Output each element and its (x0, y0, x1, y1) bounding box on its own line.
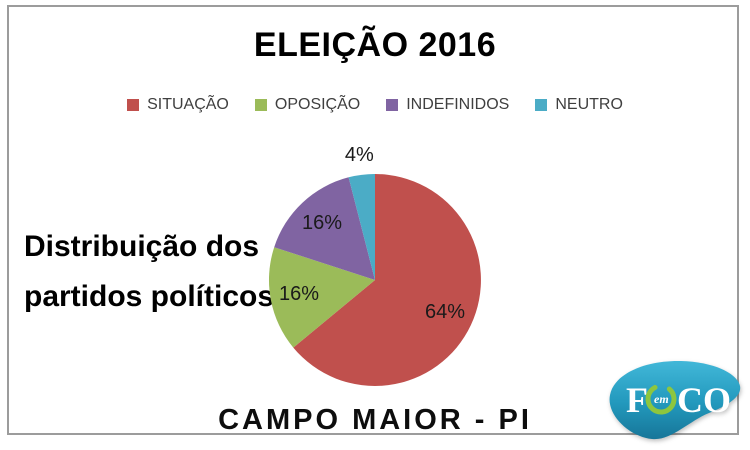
logo-letters-co: CO (677, 380, 731, 420)
pie-slice-neutro (348, 173, 375, 280)
chart-legend: SITUAÇÃO OPOSIÇÃO INDEFINIDOS NEUTRO (0, 96, 750, 114)
side-caption: Distribuição dos partidos políticos (24, 222, 274, 322)
legend-item-indefinidos: INDEFINIDOS (386, 96, 509, 114)
logo-letter-f: F (626, 380, 648, 420)
side-caption-line2: partidos políticos (24, 280, 275, 313)
pie-chart: 64% 16% 16% 4% (268, 144, 481, 386)
pie-label-oposição: 16% (279, 283, 319, 305)
pie-slice-situação (293, 174, 481, 386)
legend-label: SITUAÇÃO (147, 96, 229, 113)
legend-label: NEUTRO (555, 96, 623, 113)
pie-label-situação: 64% (425, 301, 465, 323)
legend-label: INDEFINIDOS (406, 96, 510, 113)
legend-swatch-icon (535, 99, 548, 111)
legend-item-oposição: OPOSIÇÃO (254, 96, 361, 114)
legend-swatch-icon (127, 99, 140, 111)
legend-swatch-icon (386, 99, 399, 111)
legend-item-situação: SITUAÇÃO (127, 96, 229, 114)
logo-swirl-o-icon (645, 383, 677, 415)
foco-logo: F em CO (609, 361, 741, 440)
pie-slice-oposição (268, 247, 375, 348)
pie-slice-indefinidos (274, 177, 375, 280)
logo-em: em (654, 392, 669, 406)
footer-caption: CAMPO MAIOR - PI (218, 404, 532, 436)
chart-title: ELEIÇÃO 2016 (253, 26, 497, 64)
pie-label-indefinidos: 16% (302, 212, 342, 234)
side-caption-line1: Distribuição dos (24, 230, 260, 263)
legend-label: OPOSIÇÃO (274, 96, 361, 113)
legend-swatch-icon (254, 99, 267, 111)
pie-label-neutro: 4% (345, 144, 374, 166)
legend-item-neutro: NEUTRO (535, 96, 623, 114)
